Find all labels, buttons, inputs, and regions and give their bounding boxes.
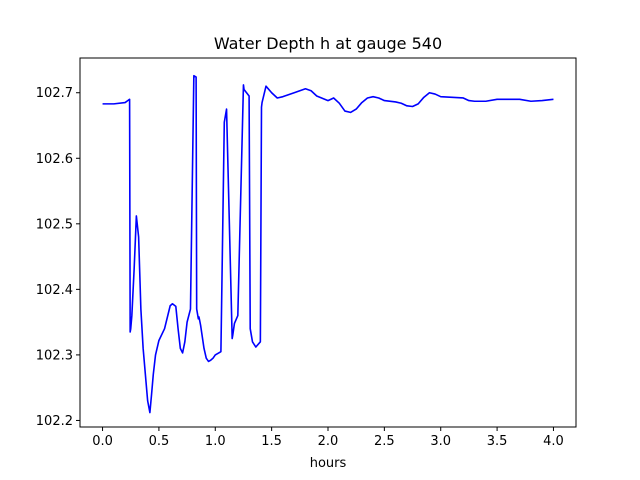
- y-tick-label: 102.2: [36, 414, 73, 429]
- y-axis-ticks: 102.2 102.3 102.4 102.5 102.6 102.7: [36, 86, 80, 429]
- x-axis-label: hours: [310, 456, 347, 471]
- series-line-0: [102, 74, 554, 414]
- x-tick-label: 1.5: [261, 434, 282, 449]
- x-tick-label: 1.0: [205, 434, 226, 449]
- x-tick-label: 2.0: [318, 434, 339, 449]
- y-tick-label: 102.4: [36, 283, 73, 298]
- x-tick-label: 3.0: [430, 434, 451, 449]
- x-tick-label: 3.5: [487, 434, 508, 449]
- y-tick-label: 102.5: [36, 217, 73, 232]
- x-tick-label: 2.5: [374, 434, 395, 449]
- plot-layer: [102, 74, 554, 414]
- x-tick-label: 0.0: [92, 434, 113, 449]
- y-tick-label: 102.6: [36, 152, 73, 167]
- y-tick-label: 102.3: [36, 348, 73, 363]
- x-axis-ticks: 0.0 0.5 1.0 1.5 2.0 2.5 3.0 3.5 4.0: [92, 427, 564, 449]
- chart-title: Water Depth h at gauge 540: [214, 34, 442, 53]
- x-tick-label: 4.0: [543, 434, 564, 449]
- y-tick-label: 102.7: [36, 86, 73, 101]
- x-tick-label: 0.5: [149, 434, 170, 449]
